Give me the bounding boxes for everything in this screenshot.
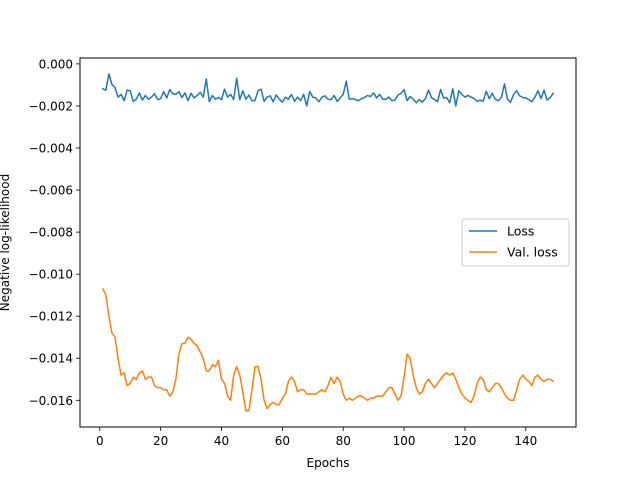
series-layer [101,73,555,412]
y-axis-label: Negative log-likelihood [0,174,12,311]
y-tick-label: −0.010 [29,268,73,282]
y-tick-label: −0.004 [29,141,73,155]
y-tick-label: −0.002 [29,99,73,113]
series-line-loss [101,73,555,107]
x-tick-label: 80 [336,434,351,448]
x-tick-label: 120 [453,434,476,448]
x-tick-label: 60 [275,434,290,448]
legend-label: Val. loss [507,245,558,260]
x-tick-label: 40 [214,434,229,448]
y-tick-label: 0.000 [39,57,73,71]
y-tick-label: −0.014 [29,352,73,366]
x-tick-label: 20 [153,434,168,448]
axes-frame [79,57,577,428]
legend-label: Loss [507,224,534,239]
y-axis-ticks: 0.000 −0.002 −0.004 −0.006 −0.008 −0.010 −0.01… [29,57,80,408]
legend: Loss Val. loss [461,218,570,267]
x-axis-label: Epochs [307,456,350,470]
y-tick-label: −0.008 [29,226,73,240]
x-tick-label: 100 [393,434,416,448]
y-tick-label: −0.006 [29,184,73,198]
x-tick-label: 140 [514,434,537,448]
y-tick-label: −0.016 [29,394,73,408]
x-tick-label: 0 [96,434,104,448]
y-tick-label: −0.012 [29,310,73,324]
series-line-val-loss [101,287,555,412]
x-axis-ticks: 0 20 40 60 80 100 120 140 [96,427,537,448]
